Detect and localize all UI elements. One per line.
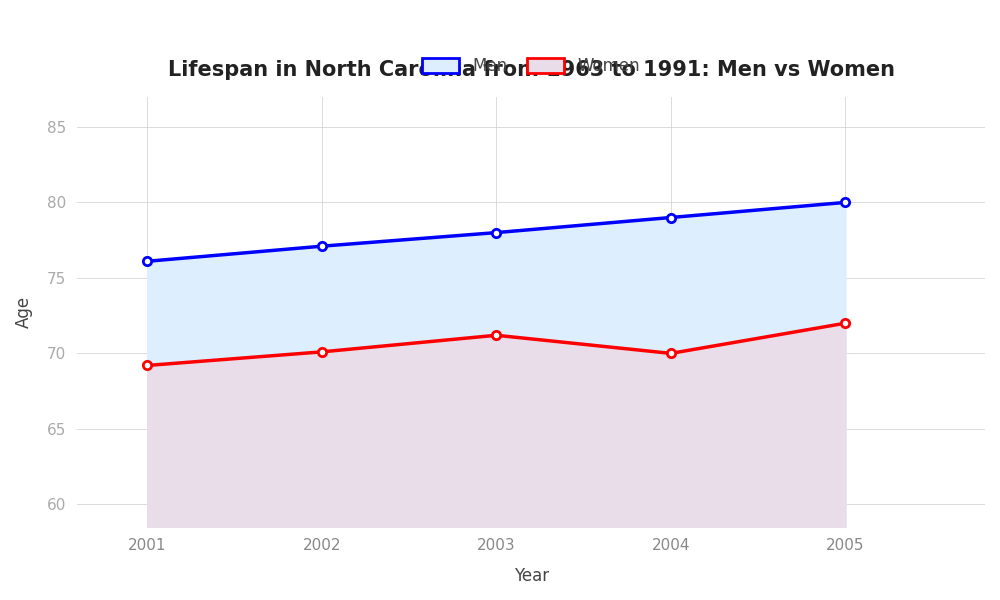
X-axis label: Year: Year <box>514 567 549 585</box>
Title: Lifespan in North Carolina from 1963 to 1991: Men vs Women: Lifespan in North Carolina from 1963 to … <box>168 60 895 80</box>
Y-axis label: Age: Age <box>15 296 33 328</box>
Legend: Men, Women: Men, Women <box>414 49 648 84</box>
